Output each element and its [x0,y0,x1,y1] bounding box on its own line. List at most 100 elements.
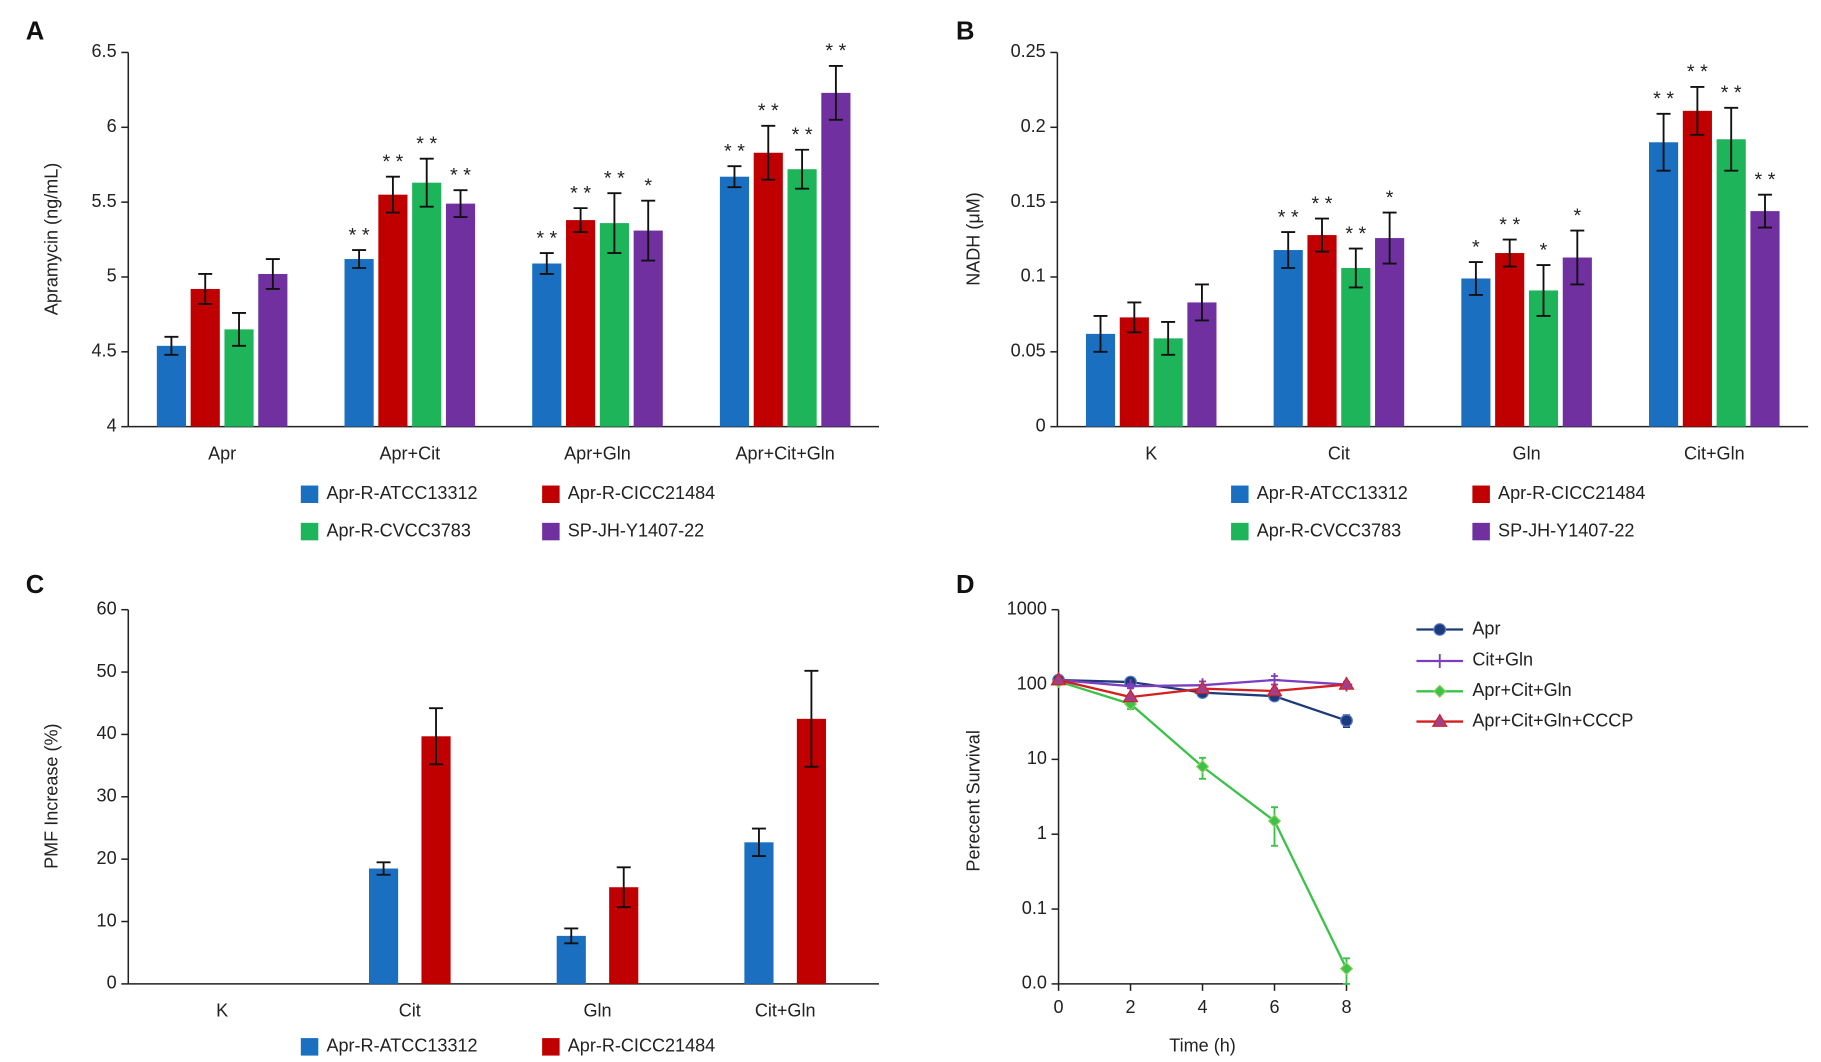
legend-swatch [300,522,319,541]
legend-label: Cit+Gln [1472,650,1533,670]
bar [1307,235,1337,427]
bar [445,203,476,427]
y-tick-label: 0.1 [1021,266,1046,286]
x-tick-label: Cit+Gln [1684,443,1745,463]
error-bar [1281,231,1296,269]
significance-label: * * [724,140,745,162]
significance-label: * * [416,133,437,155]
bar [412,182,442,427]
y-axis-title: NADH (μM) [963,192,983,286]
marker [1433,684,1447,698]
legend-label: Apr-R-CICC21484 [568,1036,715,1056]
x-tick-label: Apr+Cit+Gln [736,443,835,463]
bar [421,736,451,984]
significance-label: * * [570,182,591,204]
significance-label: * * [450,164,471,186]
error-bar [1161,320,1176,356]
panel-label: C [26,571,45,599]
error-bar [1315,217,1330,253]
error-bar [1127,301,1142,334]
legend-label: Apr [1472,618,1500,638]
line [1058,680,1348,970]
error-bar [607,192,622,254]
y-tick-label: 0 [107,973,117,993]
bar [633,230,663,427]
legend-swatch [542,485,560,504]
legend-swatch [1472,522,1490,541]
error-bar [1348,247,1363,289]
marker [1194,680,1211,694]
error-bar [1570,229,1585,286]
error-bar [198,273,213,305]
x-tick-label: 4 [1197,997,1207,1017]
y-tick-label: 5 [107,266,117,286]
bar [1341,268,1371,427]
bar [258,273,288,427]
significance-label: * * [1278,206,1299,228]
bar [719,176,750,427]
significance-label: * * [1345,223,1366,245]
marker [1433,653,1446,668]
bar [190,288,220,427]
bar [1750,211,1780,427]
significance-label: * [1540,239,1548,261]
legend-swatch [1231,485,1249,504]
marker [1122,688,1139,703]
legend-label: SP-JH-Y1407-22 [1498,520,1634,540]
error-bar [573,207,588,234]
y-tick-label: 40 [97,723,117,743]
error-bar [1724,106,1739,172]
legend-label: Apr-R-ATCC13312 [326,1036,477,1056]
y-axis-title: Perecent Survival [963,730,983,871]
bar [1682,110,1712,427]
y-tick-label: 10 [97,910,117,930]
legend-swatch [1231,522,1249,541]
y-tick-label: 1000 [1007,598,1047,618]
error-bar [164,335,179,356]
marker [1195,759,1210,774]
x-tick-label: Cit [1328,443,1350,463]
legend-label: Apr-R-ATCC13312 [326,483,477,503]
legend-label: Apr+Cit+Gln [1472,680,1571,700]
significance-label: * * [758,100,779,122]
error-bar [795,148,810,190]
x-tick-label: 2 [1126,997,1136,1017]
bar [1375,238,1405,427]
x-tick-label: Cit [399,1001,421,1021]
x-tick-label: 0 [1054,997,1064,1017]
y-axis-title: PMF Increase (%) [41,724,61,869]
bar [744,842,774,984]
significance-label: * [1472,236,1480,258]
y-tick-label: 6 [107,116,117,136]
error-bar [828,64,843,121]
error-bar [1468,261,1483,296]
bar [1716,139,1746,427]
legend-swatch [542,1038,560,1056]
legend-label: Apr-R-CICC21484 [568,483,715,503]
y-tick-label: 20 [97,848,117,868]
y-tick-label: 0.2 [1021,116,1046,136]
error-bar [1536,264,1551,317]
y-tick-label: 0.25 [1011,41,1046,61]
y-tick-label: 0 [1036,415,1046,435]
panel-label: B [956,17,975,45]
legend-label: Apr-R-CVCC3783 [326,520,470,540]
y-tick-label: 6.5 [92,41,117,61]
y-tick-label: 0.1 [1022,898,1047,918]
error-bar [1194,283,1209,322]
x-tick-label: Cit+Gln [755,1001,816,1021]
y-tick-label: 4.5 [92,341,117,361]
bar [821,92,851,427]
bar [1495,253,1525,427]
x-axis-title: Time (h) [1169,1036,1236,1056]
significance-label: * [644,175,652,197]
legend-label: SP-JH-Y1407-22 [568,520,704,540]
bar [1461,278,1491,427]
bar [378,194,408,427]
x-tick-label: Apr [208,443,236,463]
error-bar [804,669,819,768]
error-bar [1382,211,1397,265]
legend-swatch [542,522,560,541]
significance-label: * * [382,151,403,173]
